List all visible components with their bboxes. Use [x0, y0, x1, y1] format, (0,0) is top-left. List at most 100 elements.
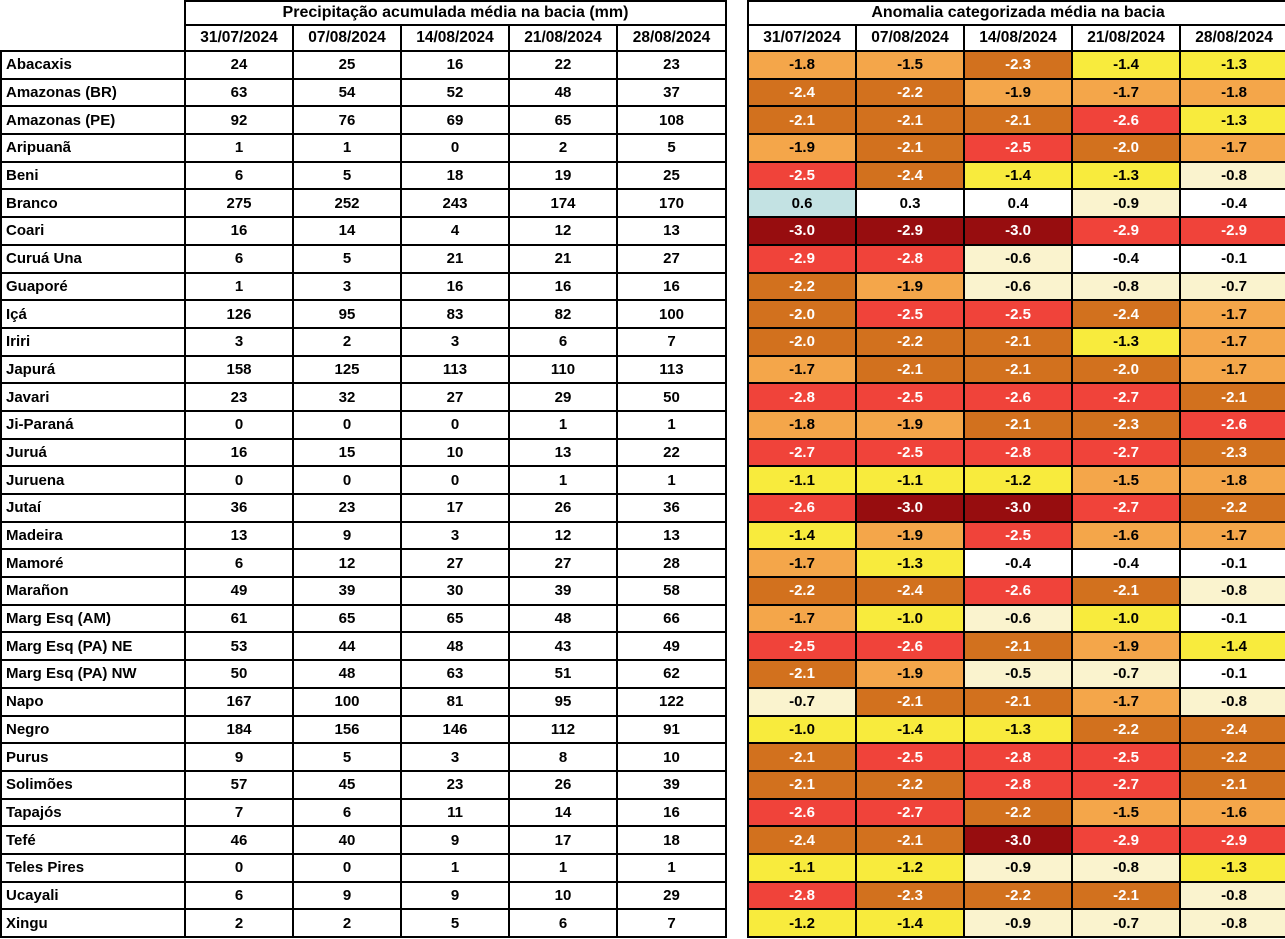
basin-label: Aripuanã: [0, 133, 186, 163]
precip-cell: 9: [400, 825, 510, 855]
column-header: 14/08/2024: [400, 24, 510, 52]
anomaly-cell: -2.9: [1179, 825, 1285, 855]
precip-cell: 92: [184, 105, 294, 136]
table-row: Xingu 2 2 5 6 7: [0, 908, 728, 938]
precip-cell: 1: [508, 465, 618, 495]
date-header-row: 31/07/2024 07/08/2024 14/08/2024 21/08/2…: [1, 24, 728, 52]
anomaly-cell: -1.0: [855, 603, 966, 634]
precip-cell: 1: [508, 852, 618, 883]
precip-cell: 66: [615, 603, 728, 634]
anomaly-cell: -1.7: [747, 548, 858, 579]
basin-label: Coari: [0, 216, 186, 246]
column-header: 31/07/2024: [747, 24, 858, 52]
anomaly-cell: -2.1: [963, 686, 1074, 717]
anomaly-cell: -2.7: [1071, 769, 1182, 800]
anomaly-cell: -2.8: [855, 243, 966, 274]
precip-cell: 18: [400, 160, 510, 191]
precip-cell: 39: [292, 576, 402, 606]
precip-cell: 126: [184, 299, 294, 329]
table-row: Juruá 16 15 10 13 22: [0, 437, 728, 468]
column-header: 28/08/2024: [1179, 24, 1285, 52]
anomaly-cell: -1.3: [1179, 50, 1285, 80]
table-row: -2.4 -2.1 -3.0 -2.9 -2.9: [747, 825, 1285, 855]
anomaly-title: Anomalia categorizada média na bacia: [747, 0, 1285, 26]
anomaly-cell: 0.6: [747, 188, 858, 219]
precip-cell: 39: [615, 769, 728, 800]
basin-label: Marañon: [0, 576, 186, 606]
anomaly-cell: -2.5: [855, 437, 966, 468]
table-row: Branco 275 252 243 174 170: [0, 188, 728, 219]
anomaly-cell: -1.7: [1179, 133, 1285, 163]
anomaly-cell: -0.5: [963, 659, 1074, 689]
anomaly-cell: -2.2: [1071, 714, 1182, 745]
table-row: -1.8 -1.9 -2.1 -2.3 -2.6: [747, 409, 1285, 440]
table-row: Madeira 13 9 3 12 13: [0, 520, 728, 551]
anomaly-cell: -2.4: [1179, 714, 1285, 745]
precip-cell: 275: [184, 188, 294, 219]
precip-cell: 13: [615, 216, 728, 246]
anomaly-cell: -2.8: [747, 880, 858, 911]
anomaly-cell: -2.9: [855, 216, 966, 246]
anomaly-cell: 0.3: [855, 188, 966, 219]
anomaly-cell: -2.6: [963, 382, 1074, 412]
precip-cell: 28: [615, 548, 728, 579]
precip-cell: 65: [400, 603, 510, 634]
table-row: Mamoré 6 12 27 27 28: [0, 548, 728, 579]
table-row: -2.5 -2.6 -2.1 -1.9 -1.4: [747, 631, 1285, 662]
basin-label: Curuá Una: [0, 243, 186, 274]
anomaly-cell: -2.0: [747, 299, 858, 329]
precip-cell: 5: [292, 160, 402, 191]
table-row: Javari 23 32 27 29 50: [0, 382, 728, 412]
table-row: -2.8 -2.5 -2.6 -2.7 -2.1: [747, 382, 1285, 412]
anomaly-cell: -1.4: [1071, 50, 1182, 80]
table-row: Iriri 3 2 3 6 7: [0, 326, 728, 357]
table-row: -2.1 -2.1 -2.1 -2.6 -1.3: [747, 105, 1285, 136]
anomaly-cell: -1.5: [1071, 797, 1182, 828]
table-row: -2.1 -2.5 -2.8 -2.5 -2.2: [747, 742, 1285, 772]
precip-cell: 113: [615, 354, 728, 385]
anomaly-cell: -2.1: [963, 354, 1074, 385]
basin-label: Mamoré: [0, 548, 186, 579]
precip-cell: 184: [184, 714, 294, 745]
precip-cell: 22: [508, 50, 618, 80]
anomaly-cell: -1.7: [1179, 520, 1285, 551]
anomaly-cell: -2.5: [855, 382, 966, 412]
precip-cell: 16: [184, 437, 294, 468]
anomaly-cell: -2.5: [963, 299, 1074, 329]
anomaly-cell: -2.5: [855, 299, 966, 329]
precip-cell: 30: [400, 576, 510, 606]
table-row: -1.9 -2.1 -2.5 -2.0 -1.7: [747, 133, 1285, 163]
anomaly-cell: -2.6: [963, 576, 1074, 606]
precip-cell: 9: [292, 880, 402, 911]
anomaly-cell: -1.2: [963, 465, 1074, 495]
precip-cell: 17: [508, 825, 618, 855]
precip-cell: 3: [400, 326, 510, 357]
basin-label: Solimões: [0, 769, 186, 800]
precip-cell: 26: [508, 493, 618, 523]
anomaly-cell: -2.6: [1071, 105, 1182, 136]
anomaly-cell: -2.2: [855, 77, 966, 108]
anomaly-cell: -1.4: [747, 520, 858, 551]
anomaly-cell: -3.0: [963, 493, 1074, 523]
table-row: Aripuanã 1 1 0 2 5: [0, 133, 728, 163]
anomaly-cell: -1.4: [855, 908, 966, 938]
precip-cell: 65: [508, 105, 618, 136]
anomaly-cell: -0.8: [1179, 908, 1285, 938]
table-row: -1.7 -1.0 -0.6 -1.0 -0.1: [747, 603, 1285, 634]
anomaly-cell: -2.1: [855, 686, 966, 717]
anomaly-cell: -2.0: [1071, 354, 1182, 385]
anomaly-cell: -1.2: [855, 852, 966, 883]
anomaly-cell: -2.0: [1071, 133, 1182, 163]
table-row: -2.6 -3.0 -3.0 -2.7 -2.2: [747, 493, 1285, 523]
precip-cell: 252: [292, 188, 402, 219]
basin-label: Amazonas (PE): [0, 105, 186, 136]
precip-cell: 9: [292, 520, 402, 551]
column-header: 07/08/2024: [292, 24, 402, 52]
table-row: -1.7 -1.3 -0.4 -0.4 -0.1: [747, 548, 1285, 579]
precip-cell: 48: [292, 659, 402, 689]
precip-cell: 50: [615, 382, 728, 412]
precip-cell: 0: [184, 409, 294, 440]
anomaly-cell: -2.9: [1071, 825, 1182, 855]
anomaly-cell: -1.5: [855, 50, 966, 80]
table-row: Napo 167 100 81 95 122: [0, 686, 728, 717]
